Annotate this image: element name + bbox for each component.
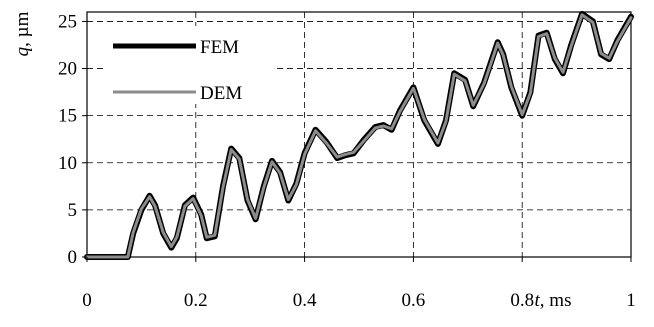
legend: FEM DEM [104, 26, 274, 104]
y-tick-label: 10 [58, 153, 77, 174]
x-tick-label: 0.6 [402, 290, 426, 311]
grid-lines [87, 12, 631, 257]
y-axis-unit: , µm [12, 11, 33, 46]
x-tick-label: 0.4 [293, 290, 317, 311]
y-tick-label: 5 [68, 200, 78, 221]
y-axis-symbol: q [12, 46, 33, 56]
plot-frame [86, 11, 632, 258]
svg-text:q, µm: q, µm [12, 11, 33, 56]
x-tick-label: 0 [82, 290, 92, 311]
x-tick-label: 0.2 [184, 290, 208, 311]
y-tick-label: 0 [68, 247, 78, 268]
y-tick-label: 25 [58, 11, 77, 32]
x-tick-label: 0.8 [510, 290, 534, 311]
series-layer [84, 10, 634, 260]
y-tick-label: 15 [58, 106, 77, 127]
x-tick-label: 1 [626, 290, 636, 311]
x-axis-symbol: t [535, 290, 541, 311]
series-line-dem [85, 13, 633, 259]
legend-label-fem: FEM [200, 37, 239, 58]
y-axis-label: q, µm [12, 11, 33, 56]
y-tick-label: 20 [58, 59, 77, 80]
legend-label-dem: DEM [200, 83, 242, 104]
x-axis-unit: , ms [540, 290, 572, 311]
x-axis-label: t, ms [535, 290, 572, 311]
